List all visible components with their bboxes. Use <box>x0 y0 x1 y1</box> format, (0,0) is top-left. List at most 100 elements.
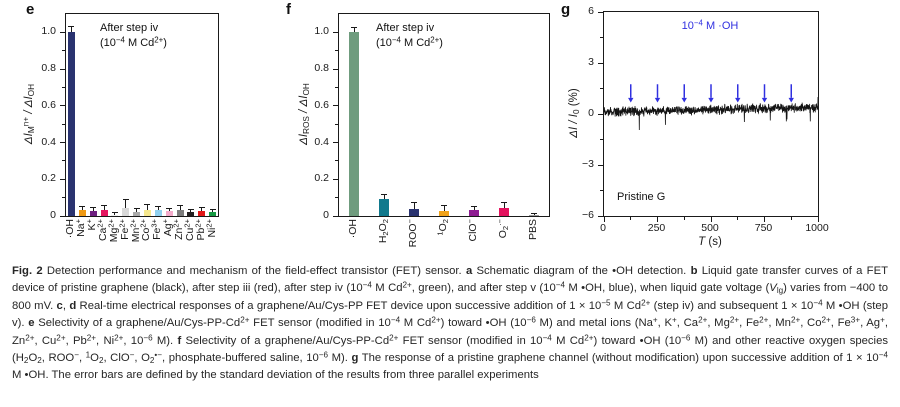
text-segment: PBS <box>527 219 539 241</box>
text-segment: Selectivity of a graphene/Au/Cys-PP-Cd <box>181 334 390 347</box>
error-bar-cap <box>122 198 129 200</box>
error-bar-stem <box>212 209 214 213</box>
y-minor-tick <box>335 160 338 162</box>
text-segment: 2+ <box>117 219 127 228</box>
panel-e-plot-area <box>60 13 219 217</box>
y-tick-label: 0.8 <box>41 62 56 75</box>
text-segment: , ClO <box>103 352 130 365</box>
text-segment: Detection performance and mechanism of t… <box>42 265 466 277</box>
x-major-tick <box>764 217 765 222</box>
text-segment: O <box>437 223 449 232</box>
text-segment: M) and metal ions (Na <box>535 317 653 330</box>
error-bar-stem <box>81 206 83 211</box>
y-tick-label: −3 <box>582 158 594 170</box>
panel-g-corner-label: Pristine G <box>617 191 666 203</box>
y-tick-label: 0.6 <box>314 98 329 111</box>
text-segment: ·− <box>495 219 505 226</box>
oh-addition-arrowhead <box>708 97 714 103</box>
y-minor-tick <box>335 123 338 125</box>
text-segment: M •OH, blue), when liquid gate voltage ( <box>565 282 770 295</box>
error-bar-cap <box>187 209 194 211</box>
text-segment: −6 <box>681 332 691 342</box>
x-minor-tick <box>630 217 632 220</box>
text-segment: (10 <box>100 37 116 49</box>
y-tick-label: 0.2 <box>41 172 56 185</box>
y-tick-label: 0.4 <box>41 135 56 148</box>
text-segment: −4 <box>362 280 372 290</box>
y-major-tick <box>60 31 65 33</box>
y-minor-tick <box>62 50 65 52</box>
bar-Zn2+ <box>176 210 184 216</box>
y-minor-tick <box>600 139 603 140</box>
bar-K+ <box>89 211 97 216</box>
error-bar-cap <box>411 201 417 203</box>
text-segment: H <box>377 235 389 244</box>
error-bar-stem <box>125 199 127 208</box>
text-segment: + <box>672 315 677 325</box>
text-segment: M •OH (step v). <box>12 299 888 330</box>
figure-caption: Fig. 2 Detection performance and mechani… <box>12 263 888 385</box>
oh-addition-arrowhead <box>761 97 768 103</box>
y-minor-tick <box>62 160 65 162</box>
text-segment: M). <box>328 352 352 365</box>
text-segment: −4 <box>813 298 823 308</box>
error-bar-stem <box>179 205 181 211</box>
error-bar-cap <box>351 27 357 29</box>
error-bar-cap <box>133 207 140 209</box>
y-major-tick <box>333 105 338 107</box>
text-segment: + <box>652 315 658 325</box>
x-tick-label: 250 <box>647 222 666 234</box>
text-segment: Ni <box>205 227 218 238</box>
category-label-Ni2+: Ni2+ <box>204 219 218 279</box>
error-bar-cap <box>111 212 118 214</box>
text-segment: d <box>69 299 77 312</box>
text-segment: , Fe <box>830 317 851 330</box>
text-segment: O <box>377 223 389 232</box>
text-segment: 1 <box>435 231 445 236</box>
error-bar-cap <box>381 194 387 196</box>
text-segment: , Zn <box>12 317 888 347</box>
y-major-tick <box>598 62 603 64</box>
text-segment: M Cd <box>400 37 431 49</box>
y-major-tick <box>333 178 338 180</box>
bar-O2·− <box>499 207 509 216</box>
oh-addition-arrowhead <box>628 97 634 103</box>
x-tick-label: 1000 <box>805 222 829 234</box>
text-segment: g <box>351 352 359 365</box>
category-label-O2·−: O2·− <box>495 219 510 279</box>
text-segment: M Cd <box>371 282 403 295</box>
y-major-tick <box>333 68 338 70</box>
error-bar-stem <box>473 206 475 210</box>
text-segment: b <box>690 265 698 277</box>
text-segment: O <box>90 352 99 365</box>
text-segment: − <box>74 350 79 360</box>
text-segment: 2 <box>380 219 390 224</box>
y-minor-tick <box>62 197 65 199</box>
panel-f-annotation-line1: After step iv <box>376 21 443 36</box>
y-major-tick <box>333 31 338 33</box>
text-segment: , K <box>657 317 673 330</box>
category-label-ClO−: ClO− <box>466 219 479 279</box>
y-minor-tick <box>600 88 603 89</box>
oh-addition-arrowhead <box>654 97 661 103</box>
panel-f-annotation-line2: (10−4 M Cd2+) <box>376 36 443 51</box>
text-segment: 2+ <box>821 315 831 325</box>
error-bar-cap <box>101 205 107 207</box>
error-bar-stem <box>383 194 385 200</box>
text-segment: −6 <box>143 332 153 342</box>
text-segment: 2+ <box>25 332 35 342</box>
panel-f-annotation: After step iv (10−4 M Cd2+) <box>376 21 443 51</box>
text-segment: 2+ <box>759 315 769 325</box>
text-segment: −6 <box>318 350 329 360</box>
text-segment: + <box>160 219 170 224</box>
text-segment: , Ca <box>676 317 699 330</box>
text-segment: 2 <box>149 356 155 366</box>
text-segment: OH <box>302 83 312 96</box>
error-bar-stem <box>136 208 138 213</box>
text-segment: M ·OH <box>702 20 739 32</box>
text-segment: (step iv) and subsequent 1 × 10 <box>650 299 814 312</box>
bar-Ca2+ <box>100 210 108 216</box>
text-segment: −4 <box>693 18 703 28</box>
x-minor-tick <box>790 217 792 220</box>
text-segment: − <box>129 350 135 360</box>
